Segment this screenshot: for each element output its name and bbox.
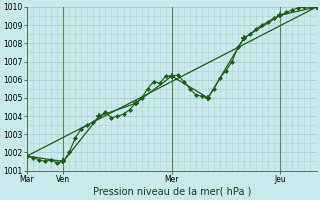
- X-axis label: Pression niveau de la mer( hPa ): Pression niveau de la mer( hPa ): [92, 187, 251, 197]
